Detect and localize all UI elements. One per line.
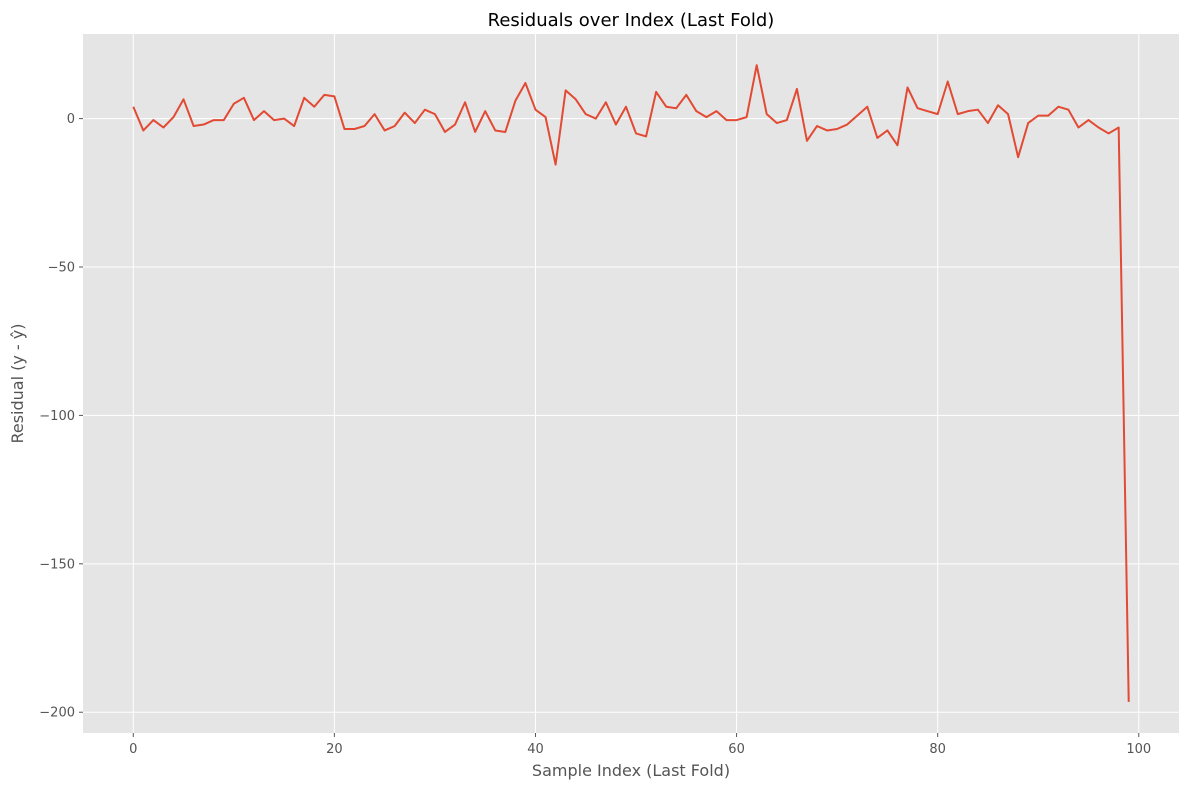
y-tick-label: −150 bbox=[39, 557, 75, 572]
y-tick-label: 0 bbox=[67, 112, 75, 127]
y-axis-ticks: 0 −50 −100 −150 −200 bbox=[39, 112, 83, 721]
plot-area bbox=[83, 34, 1179, 733]
residual-series-line bbox=[132, 64, 1130, 702]
x-tick-label: 40 bbox=[527, 742, 544, 757]
series-group bbox=[132, 64, 1130, 702]
x-tick-label: 0 bbox=[129, 742, 137, 757]
x-axis-label: Sample Index (Last Fold) bbox=[532, 761, 730, 780]
x-tick-label: 60 bbox=[728, 742, 745, 757]
x-tick-label: 20 bbox=[326, 742, 343, 757]
y-tick-label: −100 bbox=[39, 409, 75, 424]
x-axis-ticks: 0 20 40 60 80 100 bbox=[129, 733, 1151, 757]
y-tick-label: −200 bbox=[39, 706, 75, 721]
y-tick-label: −50 bbox=[48, 261, 75, 276]
gridlines bbox=[83, 34, 1179, 733]
x-tick-label: 100 bbox=[1126, 742, 1151, 757]
x-tick-label: 80 bbox=[929, 742, 946, 757]
chart-title: Residuals over Index (Last Fold) bbox=[488, 10, 775, 31]
y-axis-label: Residual (y - ŷ) bbox=[8, 323, 27, 443]
